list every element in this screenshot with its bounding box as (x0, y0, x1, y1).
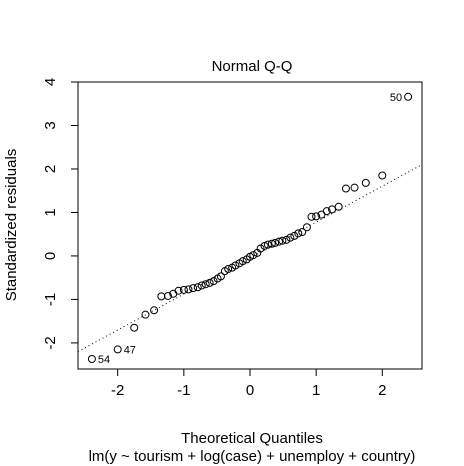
chart-title: Normal Q-Q (212, 58, 293, 75)
data-point (307, 212, 316, 221)
y-tick-label: 0 (42, 252, 59, 260)
data-point (271, 238, 280, 247)
data-point (361, 178, 370, 187)
data-point (341, 184, 350, 193)
data-point (328, 205, 337, 214)
data-point (238, 257, 247, 266)
data-point (263, 240, 272, 249)
data-point (193, 283, 202, 292)
data-point (113, 345, 122, 354)
data-point (87, 354, 96, 363)
data-points-layer (87, 92, 413, 363)
data-point (179, 285, 188, 294)
data-point (163, 291, 172, 300)
y-tick-label: 2 (42, 165, 59, 173)
y-axis-label: Standardized residuals (3, 149, 20, 302)
y-axis: -2 -1 0 1 2 3 4 (42, 78, 79, 350)
data-point (224, 264, 233, 273)
data-point (278, 236, 287, 245)
data-point (378, 171, 387, 180)
x-tick-label: -2 (111, 382, 124, 399)
data-point (334, 202, 343, 211)
point-label: 50 (390, 92, 402, 104)
y-tick-label: 3 (42, 121, 59, 129)
data-point (294, 229, 303, 238)
point-label: 54 (98, 354, 110, 366)
data-point (275, 237, 284, 246)
data-point (302, 223, 311, 232)
data-point (298, 228, 307, 237)
x-axis-label: Theoretical Quantiles (181, 430, 323, 447)
data-point (205, 278, 214, 287)
data-point (184, 285, 193, 294)
data-point (216, 272, 225, 281)
point-labels-layer: 50 47 54 (98, 92, 402, 366)
data-point (312, 212, 321, 221)
data-point (174, 286, 183, 295)
data-point (197, 281, 206, 290)
y-tick-label: 4 (42, 78, 59, 86)
x-axis: -2 -1 0 1 2 (111, 368, 386, 399)
x-tick-label: 0 (246, 382, 254, 399)
y-tick-label: 1 (42, 208, 59, 216)
y-tick-label: -2 (42, 336, 59, 349)
data-point (290, 231, 299, 240)
data-point (141, 310, 150, 319)
data-point (256, 244, 265, 253)
y-tick-label: -1 (42, 293, 59, 306)
data-point (189, 284, 198, 293)
data-point (209, 277, 218, 286)
data-point (249, 251, 258, 260)
x-tick-label: 1 (312, 382, 320, 399)
data-point (231, 261, 240, 270)
x-axis-subtitle: lm(y ~ tourism + log(case) + unemploy + … (89, 448, 416, 465)
data-point (267, 239, 276, 248)
data-point (130, 323, 139, 332)
data-point (282, 235, 291, 244)
point-label: 47 (124, 344, 136, 356)
x-tick-label: 2 (378, 382, 386, 399)
data-point (201, 280, 210, 289)
data-point (322, 207, 331, 216)
data-point (350, 183, 359, 192)
x-tick-label: -1 (177, 382, 190, 399)
data-point (150, 306, 159, 315)
data-point (404, 92, 413, 101)
data-point (286, 233, 295, 242)
